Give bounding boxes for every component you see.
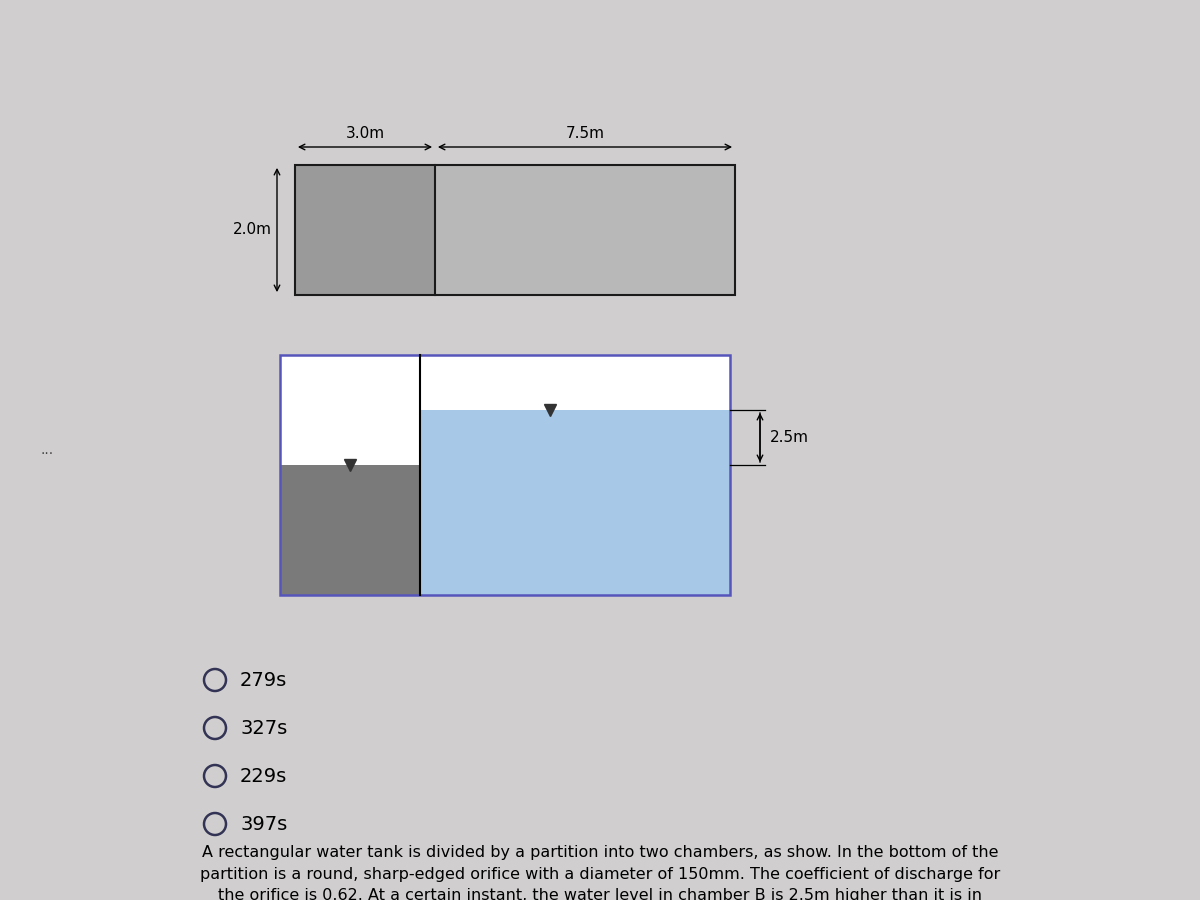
Text: 2.5m: 2.5m: [770, 430, 809, 445]
Text: 397s: 397s: [240, 814, 287, 833]
Text: 229s: 229s: [240, 767, 287, 786]
Text: 279s: 279s: [240, 670, 287, 689]
Bar: [280, 355, 730, 595]
Text: 327s: 327s: [240, 718, 287, 737]
Bar: [295, 165, 436, 295]
Bar: [280, 465, 420, 595]
Bar: [420, 410, 730, 595]
Bar: [436, 165, 734, 295]
Text: 3.0m: 3.0m: [346, 126, 384, 141]
Text: ...: ...: [40, 443, 53, 457]
Bar: [295, 165, 734, 295]
Text: 7.5m: 7.5m: [565, 126, 605, 141]
Bar: [280, 355, 730, 595]
Text: 2.0m: 2.0m: [233, 222, 272, 238]
Text: A rectangular water tank is divided by a partition into two chambers, as show. I: A rectangular water tank is divided by a…: [194, 845, 1006, 900]
